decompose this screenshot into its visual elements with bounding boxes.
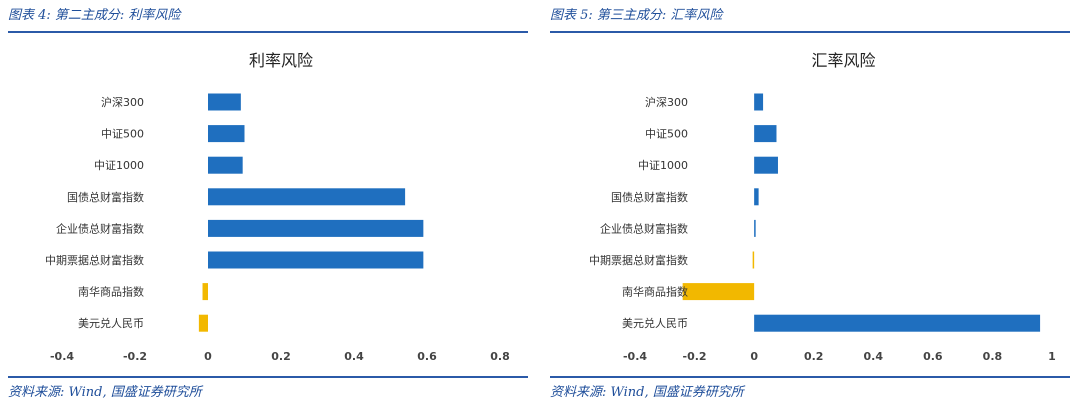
chart-panel-exchange-rate: 图表 5: 第三主成分: 汇率风险 汇率风险沪深300 中证500 中证1000 国债…	[550, 0, 1080, 402]
bar	[208, 93, 241, 111]
bar	[208, 125, 245, 143]
chart-title: 汇率风险	[811, 51, 875, 70]
bar	[754, 314, 1041, 332]
category-label: 美元兑人民币	[622, 316, 688, 330]
tick-label: -0.4	[50, 350, 74, 363]
tick-label: 0.4	[344, 350, 364, 363]
category-label: 中证1000	[638, 159, 688, 172]
bar	[208, 219, 424, 237]
category-label: 南华商品指数	[622, 285, 688, 299]
category-label: 中证1000	[94, 159, 144, 172]
tick-label: 0.8	[490, 350, 510, 363]
bar	[754, 219, 756, 237]
bar	[208, 251, 424, 269]
category-label: 南华商品指数	[78, 285, 144, 299]
source-note: 资料来源: Wind, 国盛证券研究所	[550, 385, 744, 400]
category-label: 中期票据总财富指数	[45, 253, 144, 267]
category-label: 中期票据总财富指数	[589, 253, 688, 267]
bar	[754, 125, 777, 143]
category-label: 国债总财富指数	[611, 190, 688, 204]
header-rule	[8, 31, 528, 33]
category-label: 中证500	[645, 128, 688, 141]
category-label: 沪深300	[101, 95, 144, 109]
bar	[754, 93, 764, 111]
category-label: 中证500	[101, 128, 144, 141]
source-note: 资料来源: Wind, 国盛证券研究所	[8, 385, 202, 400]
figure-header: 图表 4: 第二主成分: 利率风险	[8, 8, 181, 23]
bar	[754, 188, 759, 206]
tick-label: 0	[750, 350, 758, 363]
category-label: 国债总财富指数	[67, 190, 144, 204]
tick-label: 0.2	[271, 350, 291, 363]
tick-label: -0.2	[683, 350, 707, 363]
header-rule	[550, 31, 1070, 33]
bar	[754, 156, 778, 174]
footer-rule	[8, 376, 528, 378]
footer-rule	[550, 376, 1070, 378]
bar	[682, 283, 755, 301]
tick-label: -0.2	[123, 350, 147, 363]
tick-label: -0.4	[623, 350, 647, 363]
chart-title: 利率风险	[249, 51, 313, 70]
tick-label: 0	[204, 350, 212, 363]
category-label: 沪深300	[645, 95, 688, 109]
tick-label: 0.4	[864, 350, 884, 363]
category-label: 企业债总财富指数	[600, 221, 688, 235]
tick-label: 0.8	[983, 350, 1003, 363]
category-label: 企业债总财富指数	[56, 221, 144, 235]
bar	[208, 188, 406, 206]
tick-label: 0.2	[804, 350, 824, 363]
bar	[198, 314, 208, 332]
figure-header: 图表 5: 第三主成分: 汇率风险	[550, 8, 723, 23]
chart-panel-interest-rate: 图表 4: 第二主成分: 利率风险 利率风险沪深300 中证500 中证1000 国债…	[8, 0, 538, 402]
bar	[752, 251, 755, 269]
bar	[202, 283, 208, 301]
tick-label: 0.6	[923, 350, 943, 363]
bar	[208, 156, 243, 174]
tick-label: 1	[1048, 350, 1056, 363]
category-label: 美元兑人民币	[78, 316, 144, 330]
tick-label: 0.6	[417, 350, 437, 363]
